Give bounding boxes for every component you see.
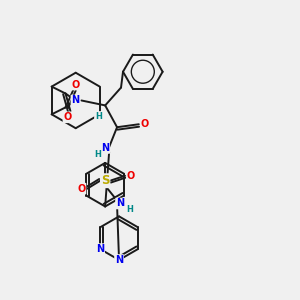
Text: N: N bbox=[115, 255, 123, 265]
Text: O: O bbox=[127, 171, 135, 181]
Text: H: H bbox=[127, 205, 134, 214]
Text: N: N bbox=[116, 199, 124, 208]
Text: N: N bbox=[101, 143, 109, 153]
Text: O: O bbox=[141, 119, 149, 129]
Text: N: N bbox=[71, 95, 80, 106]
Text: O: O bbox=[63, 112, 72, 122]
Text: H: H bbox=[94, 151, 101, 160]
Text: N: N bbox=[96, 244, 104, 254]
Text: H: H bbox=[95, 112, 102, 121]
Text: S: S bbox=[101, 174, 110, 187]
Text: O: O bbox=[71, 80, 80, 90]
Text: O: O bbox=[77, 184, 86, 194]
